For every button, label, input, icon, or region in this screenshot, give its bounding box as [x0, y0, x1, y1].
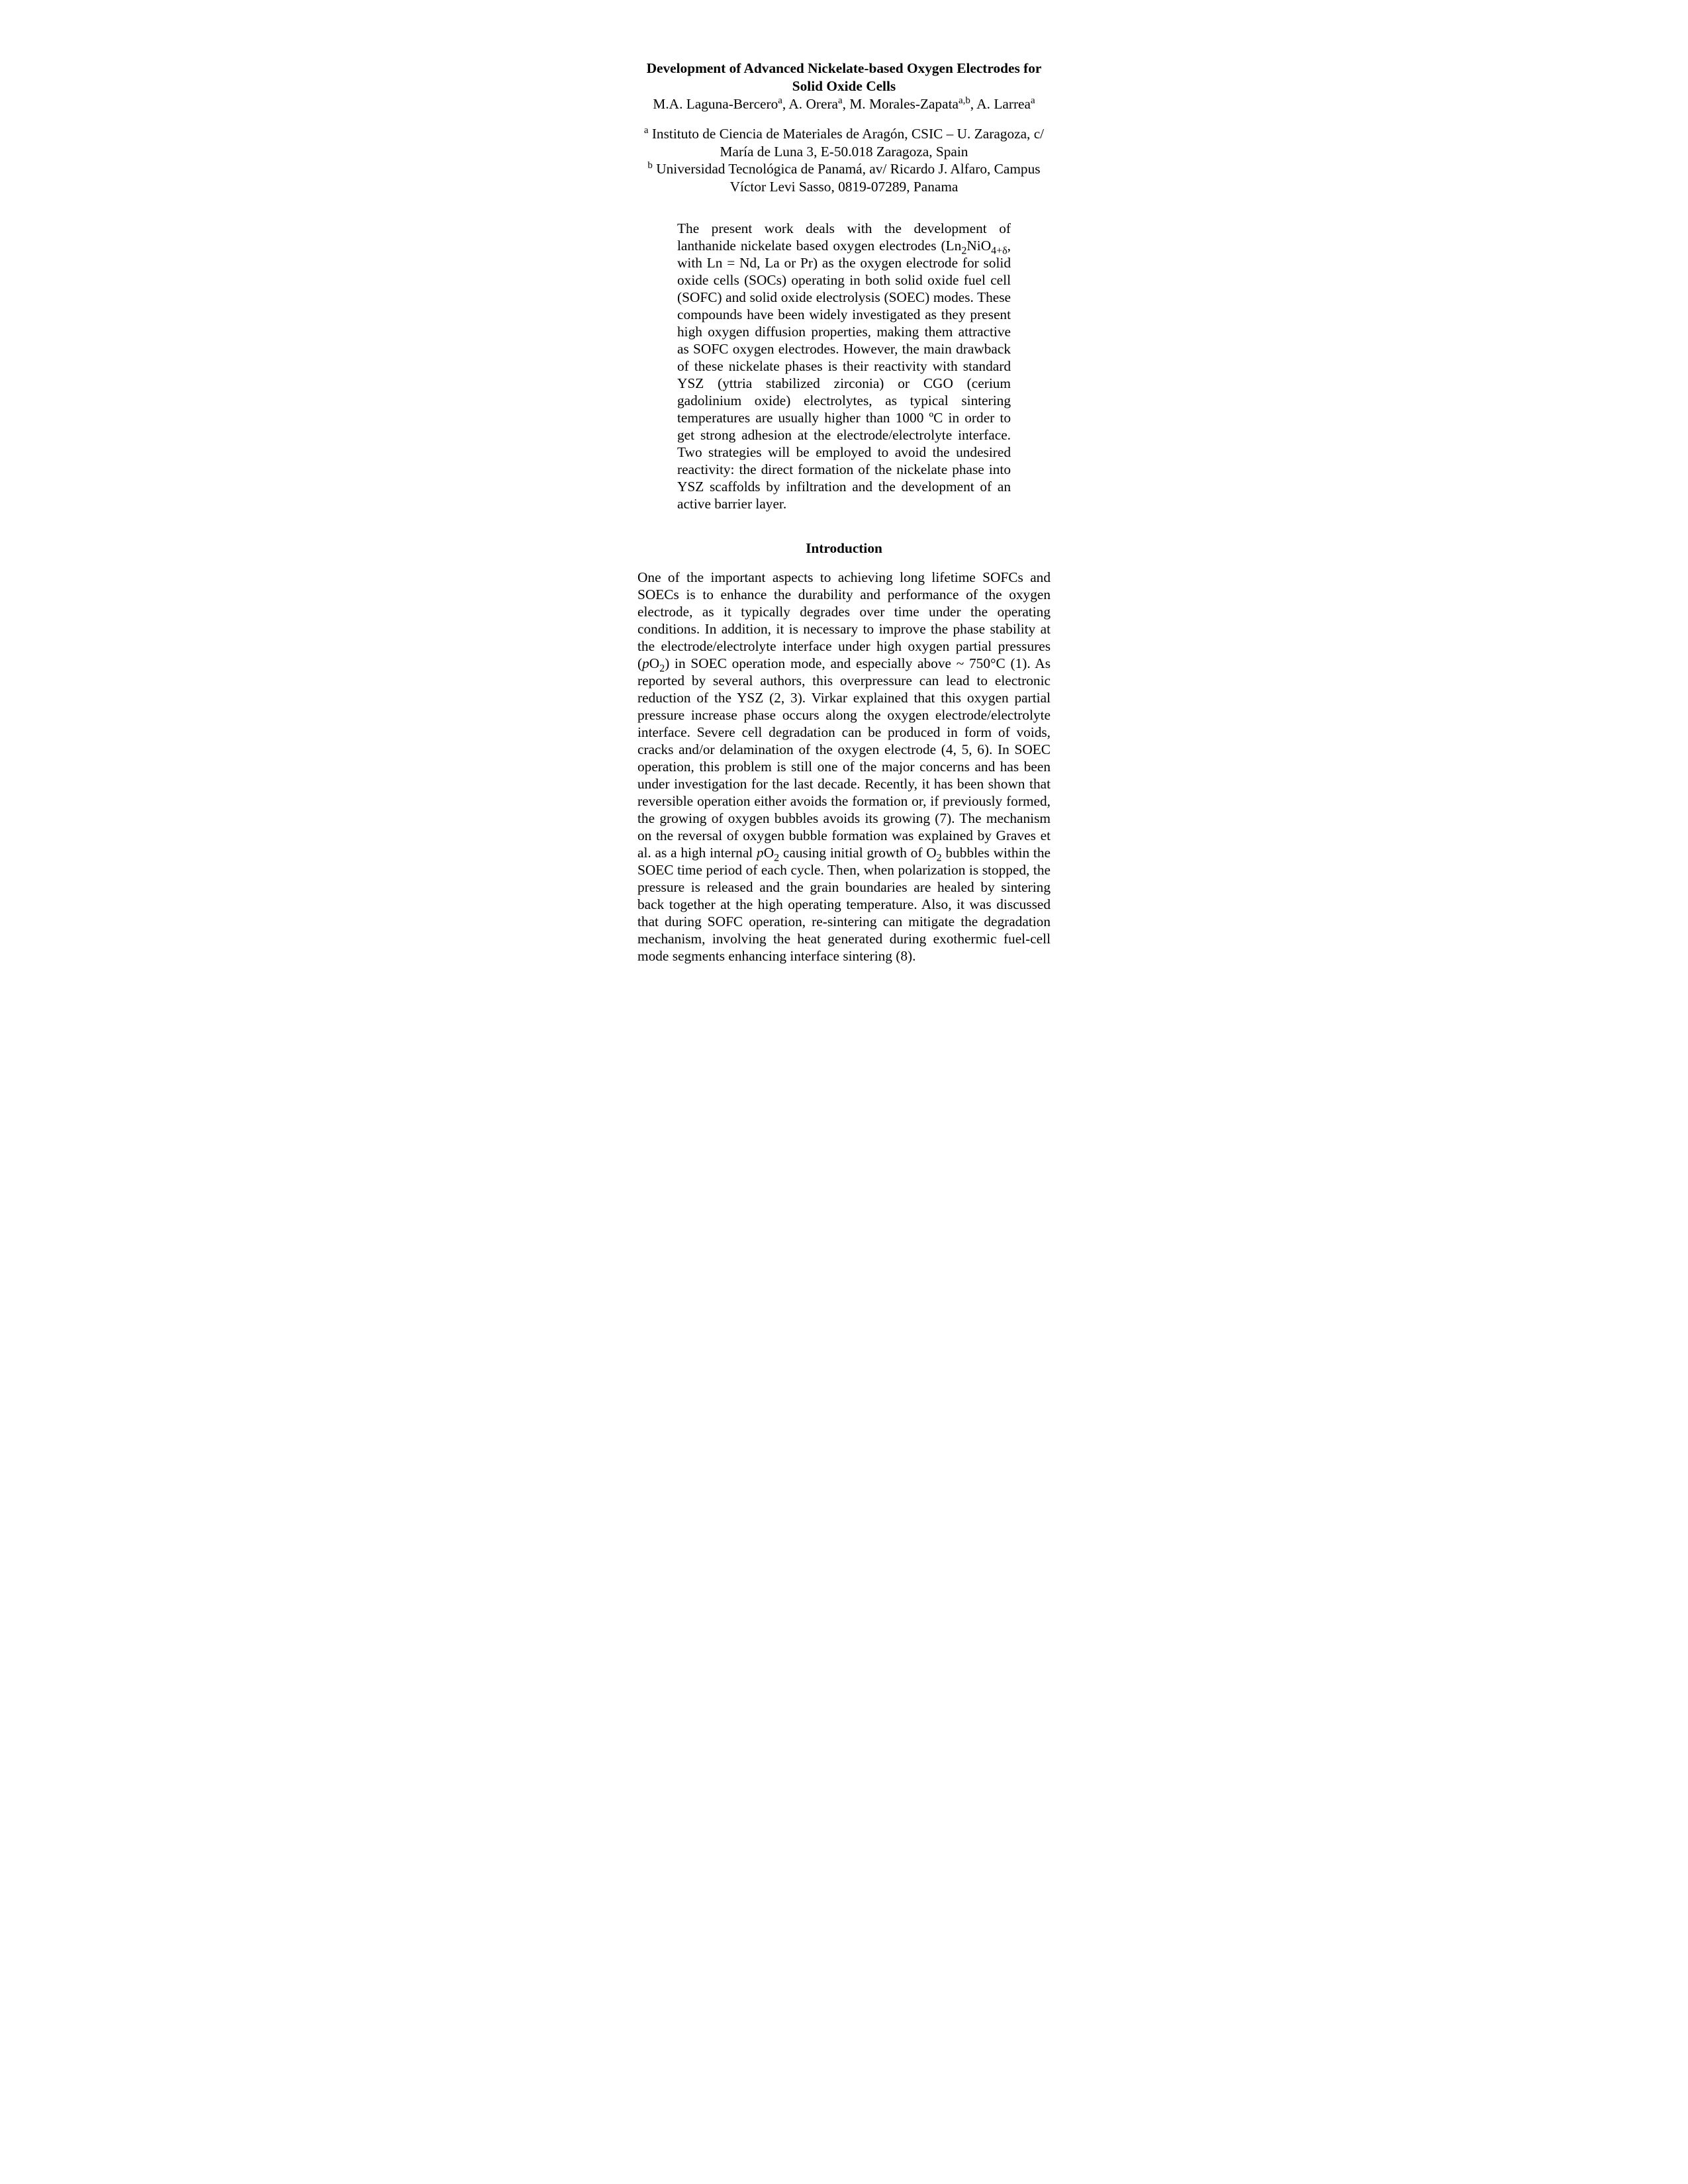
introduction-paragraph: One of the important aspects to achievin… — [637, 569, 1051, 965]
paper-title: Development of Advanced Nickelate-based … — [637, 60, 1051, 95]
abstract-text: The present work deals with the developm… — [677, 220, 1011, 512]
affiliations: a Instituto de Ciencia de Materiales de … — [637, 125, 1051, 196]
affiliation-b: b Universidad Tecnológica de Panamá, av/… — [637, 160, 1051, 195]
affiliation-a: a Instituto de Ciencia de Materiales de … — [637, 125, 1051, 160]
section-heading-introduction: Introduction — [637, 540, 1051, 557]
page: Development of Advanced Nickelate-based … — [574, 0, 1114, 1028]
author-list: M.A. Laguna-Berceroa, A. Oreraa, M. Mora… — [637, 96, 1051, 113]
